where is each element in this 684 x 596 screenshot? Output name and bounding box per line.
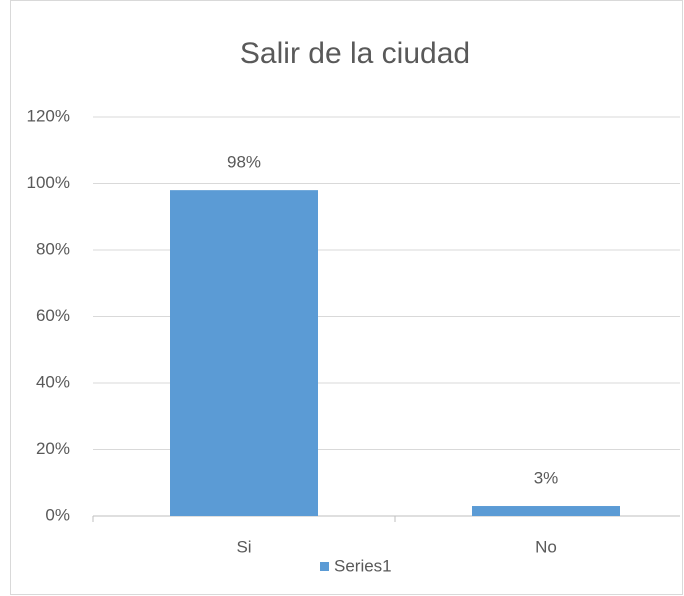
data-label: 98% — [227, 153, 261, 172]
x-tick-label: Si — [236, 537, 251, 556]
y-tick-label: 80% — [36, 239, 70, 258]
bar — [472, 506, 620, 516]
y-tick-label: 120% — [27, 106, 70, 125]
y-tick-label: 100% — [27, 173, 70, 192]
legend-label: Series1 — [334, 556, 392, 575]
y-tick-label: 20% — [36, 439, 70, 458]
data-label: 3% — [534, 469, 559, 488]
chart-title: Salir de la ciudad — [240, 37, 470, 70]
bar — [170, 190, 318, 516]
chart-frame — [10, 0, 683, 595]
x-tick-label: No — [535, 537, 557, 556]
y-tick-label: 40% — [36, 372, 70, 391]
y-tick-label: 0% — [45, 505, 70, 524]
y-tick-label: 60% — [36, 306, 70, 325]
legend-swatch — [320, 562, 329, 571]
